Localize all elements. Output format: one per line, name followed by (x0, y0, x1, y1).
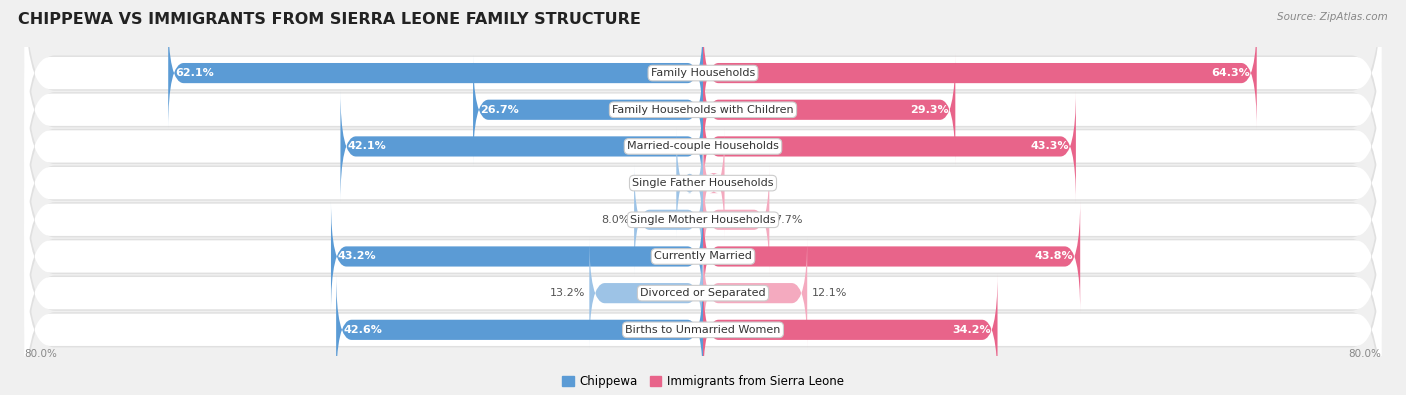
Text: 62.1%: 62.1% (176, 68, 214, 78)
FancyBboxPatch shape (169, 17, 703, 129)
FancyBboxPatch shape (634, 164, 703, 276)
FancyBboxPatch shape (703, 164, 769, 276)
FancyBboxPatch shape (24, 0, 1382, 184)
FancyBboxPatch shape (24, 89, 1382, 277)
Text: 42.6%: 42.6% (343, 325, 382, 335)
Text: Births to Unmarried Women: Births to Unmarried Women (626, 325, 780, 335)
FancyBboxPatch shape (24, 182, 1382, 395)
Text: Married-couple Households: Married-couple Households (627, 141, 779, 151)
FancyBboxPatch shape (703, 54, 955, 166)
Text: Single Mother Households: Single Mother Households (630, 215, 776, 225)
Text: 26.7%: 26.7% (479, 105, 519, 115)
Text: Family Households: Family Households (651, 68, 755, 78)
Text: CHIPPEWA VS IMMIGRANTS FROM SIERRA LEONE FAMILY STRUCTURE: CHIPPEWA VS IMMIGRANTS FROM SIERRA LEONE… (18, 12, 641, 27)
Text: Family Households with Children: Family Households with Children (612, 105, 794, 115)
FancyBboxPatch shape (24, 163, 1382, 350)
FancyBboxPatch shape (24, 36, 1382, 257)
Text: 64.3%: 64.3% (1211, 68, 1250, 78)
Text: 12.1%: 12.1% (811, 288, 846, 298)
FancyBboxPatch shape (703, 201, 1080, 312)
FancyBboxPatch shape (24, 236, 1382, 395)
FancyBboxPatch shape (24, 0, 1382, 220)
FancyBboxPatch shape (24, 146, 1382, 367)
FancyBboxPatch shape (330, 201, 703, 312)
FancyBboxPatch shape (589, 237, 703, 349)
FancyBboxPatch shape (703, 127, 724, 239)
FancyBboxPatch shape (24, 53, 1382, 240)
FancyBboxPatch shape (703, 17, 1257, 129)
FancyBboxPatch shape (472, 54, 703, 166)
Text: 42.1%: 42.1% (347, 141, 387, 151)
FancyBboxPatch shape (24, 0, 1382, 167)
Text: Divorced or Separated: Divorced or Separated (640, 288, 766, 298)
Text: Currently Married: Currently Married (654, 252, 752, 261)
FancyBboxPatch shape (24, 219, 1382, 395)
FancyBboxPatch shape (336, 274, 703, 386)
Text: 2.5%: 2.5% (728, 178, 758, 188)
Text: 34.2%: 34.2% (952, 325, 991, 335)
FancyBboxPatch shape (24, 109, 1382, 331)
FancyBboxPatch shape (24, 126, 1382, 314)
Text: 29.3%: 29.3% (910, 105, 949, 115)
FancyBboxPatch shape (340, 90, 703, 202)
Text: 8.0%: 8.0% (602, 215, 630, 225)
Text: Single Father Households: Single Father Households (633, 178, 773, 188)
Text: 7.7%: 7.7% (773, 215, 801, 225)
Text: 80.0%: 80.0% (24, 349, 58, 359)
FancyBboxPatch shape (676, 127, 703, 239)
Text: 43.2%: 43.2% (337, 252, 377, 261)
Text: 13.2%: 13.2% (550, 288, 585, 298)
FancyBboxPatch shape (703, 90, 1076, 202)
FancyBboxPatch shape (24, 16, 1382, 204)
Text: 80.0%: 80.0% (1348, 349, 1382, 359)
FancyBboxPatch shape (24, 199, 1382, 387)
FancyBboxPatch shape (24, 72, 1382, 294)
Text: 3.1%: 3.1% (644, 178, 672, 188)
FancyBboxPatch shape (703, 274, 997, 386)
Text: Source: ZipAtlas.com: Source: ZipAtlas.com (1277, 12, 1388, 22)
Text: 43.3%: 43.3% (1031, 141, 1069, 151)
Legend: Chippewa, Immigrants from Sierra Leone: Chippewa, Immigrants from Sierra Leone (557, 370, 849, 393)
FancyBboxPatch shape (703, 237, 807, 349)
Text: 43.8%: 43.8% (1035, 252, 1073, 261)
